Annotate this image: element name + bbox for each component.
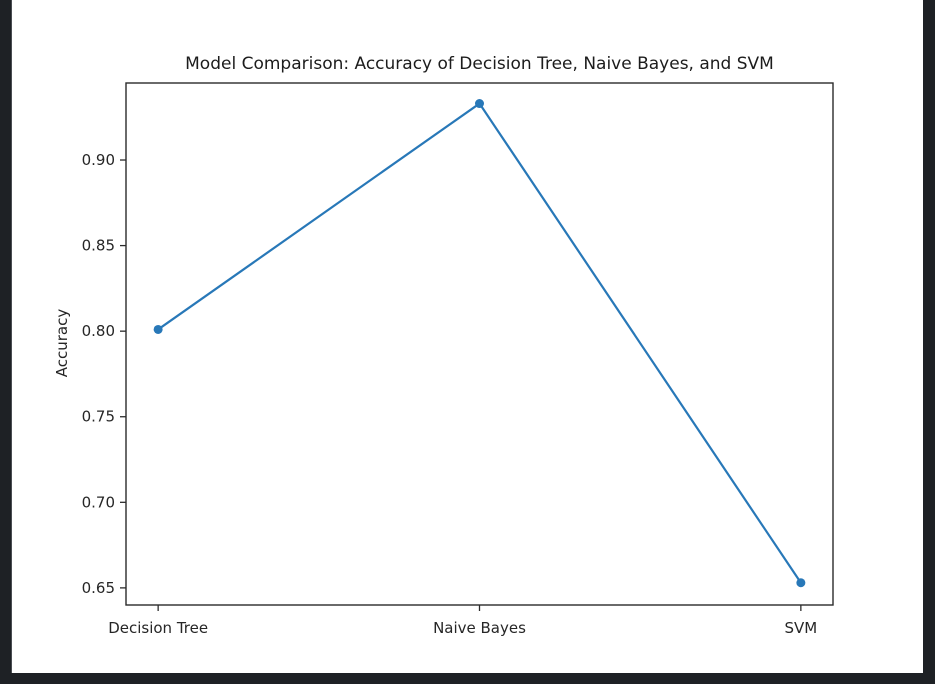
data-point-marker xyxy=(796,578,806,588)
y-tick-label: 0.85 xyxy=(82,237,115,255)
y-tick-label: 0.75 xyxy=(82,408,115,426)
y-tick-label: 0.70 xyxy=(82,493,115,511)
y-tick-label: 0.65 xyxy=(82,579,115,597)
data-point-marker xyxy=(153,324,163,334)
accuracy-line xyxy=(157,102,802,584)
model-comparison-line-chart: 0.65 0.70 0.75 0.80 0.85 0.90 Decision Tree Nai… xyxy=(82,82,834,637)
y-tick-label: 0.90 xyxy=(82,151,115,169)
x-tick-label: Naive Bayes xyxy=(433,619,526,637)
chart-title: Model Comparison: Accuracy of Decision T… xyxy=(185,54,774,74)
x-tick-label: SVM xyxy=(784,619,817,637)
axes-frame xyxy=(125,82,834,606)
y-tick-label: 0.80 xyxy=(82,322,115,340)
chart-figure: Model Comparison: Accuracy of Decision T… xyxy=(11,0,923,673)
x-tick-label: Decision Tree xyxy=(108,619,208,637)
data-point-marker xyxy=(475,99,484,109)
